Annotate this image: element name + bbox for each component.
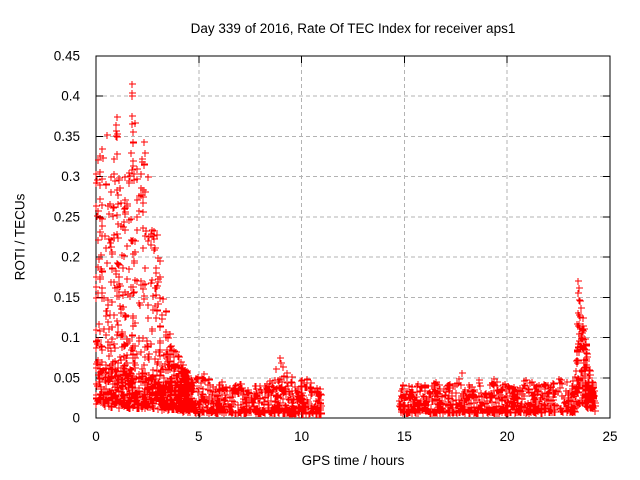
x-tick-label: 25 [602, 429, 617, 444]
x-tick-label: 10 [294, 429, 309, 444]
x-tick-label: 20 [500, 429, 515, 444]
y-tick-label: 0.1 [61, 330, 80, 345]
y-tick-label: 0.15 [54, 290, 80, 305]
y-tick-label: 0.35 [54, 129, 80, 144]
y-tick-label: 0.05 [54, 370, 80, 385]
y-tick-label: 0.3 [61, 169, 80, 184]
x-tick-label: 0 [92, 429, 100, 444]
y-tick-label: 0.4 [61, 89, 80, 104]
x-tick-label: 15 [397, 429, 412, 444]
y-tick-label: 0.2 [61, 250, 80, 265]
y-tick-label: 0.45 [54, 49, 80, 64]
x-tick-label: 5 [195, 429, 203, 444]
y-tick-label: 0.25 [54, 209, 80, 224]
y-axis-label: ROTI / TECUs [12, 193, 28, 281]
chart-title: Day 339 of 2016, Rate Of TEC Index for r… [190, 21, 516, 36]
plot-border [95, 55, 611, 419]
x-axis-label: GPS time / hours [301, 453, 405, 468]
scatter-points [93, 81, 599, 418]
y-tick-label: 0 [72, 411, 80, 426]
